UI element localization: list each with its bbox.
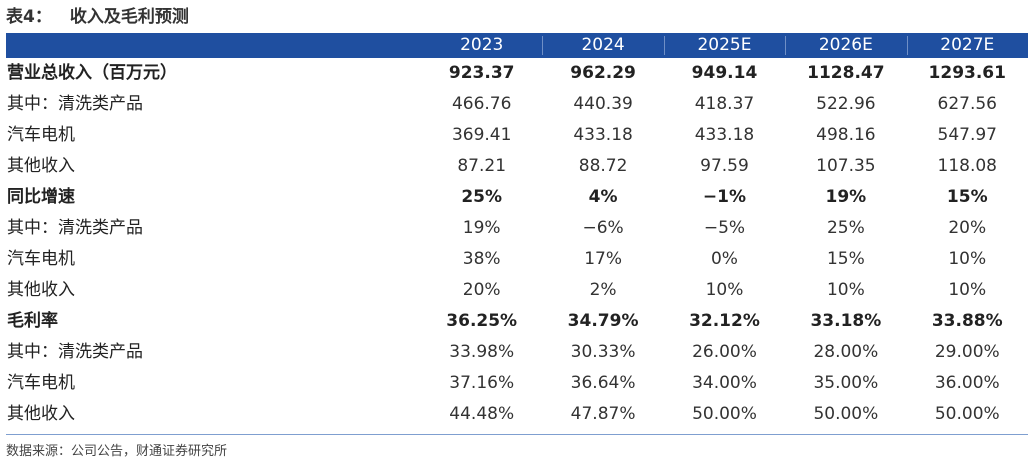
header-year-2023: 2023 bbox=[460, 35, 504, 55]
row-label: 其中：清洗类产品 bbox=[7, 218, 143, 238]
table-cell: −6% bbox=[582, 218, 624, 238]
row-label: 毛利率 bbox=[7, 311, 58, 331]
bottom-rule bbox=[6, 434, 1028, 435]
table-cell: 33.98% bbox=[449, 342, 515, 362]
row-label: 其他收入 bbox=[7, 404, 75, 424]
table-cell: 36.25% bbox=[446, 311, 518, 331]
header-label-cell bbox=[6, 33, 421, 58]
table-cell: 107.35 bbox=[816, 156, 876, 176]
table-cell: 19% bbox=[825, 187, 867, 207]
table-cell: 627.56 bbox=[937, 94, 997, 114]
table-cell: 35.00% bbox=[813, 373, 879, 393]
table-row: 营业总收入（百万元） 923.37 962.29 949.14 1128.47 1293.… bbox=[6, 58, 1028, 89]
data-source-note: 数据来源：公司公告，财通证券研究所 bbox=[6, 444, 228, 459]
row-label: 同比增速 bbox=[7, 187, 75, 207]
header-year-2025e: 2025E bbox=[663, 33, 785, 58]
table-title: 表4： 收入及毛利预测 bbox=[6, 4, 189, 30]
table-cell: 0% bbox=[710, 249, 738, 269]
table-cell: 118.08 bbox=[937, 156, 997, 176]
table-cell: 466.76 bbox=[451, 94, 512, 114]
table-row: 其中：清洗类产品 33.98% 30.33% 26.00% 28.00% 29.00% bbox=[6, 337, 1028, 368]
forecast-table: 2023 2024 2025E 2026E 2027E 营业总收入（百万元） 92… bbox=[6, 33, 1028, 430]
table-cell: 418.37 bbox=[694, 94, 755, 114]
table-cell: 36.00% bbox=[934, 373, 1000, 393]
table-cell: 20% bbox=[462, 280, 501, 300]
table-cell: 87.21 bbox=[457, 156, 507, 176]
row-label: 营业总收入（百万元） bbox=[7, 63, 177, 83]
table-cell: 34.79% bbox=[567, 311, 639, 331]
table-row: 汽车电机 37.16% 36.64% 34.00% 35.00% 36.00% bbox=[6, 368, 1028, 399]
table-cell: 19% bbox=[462, 218, 501, 238]
table-row: 毛利率 36.25% 34.79% 32.12% 33.18% 33.88% bbox=[6, 306, 1028, 337]
row-label: 其中：清洗类产品 bbox=[7, 342, 143, 362]
table-cell: 26.00% bbox=[692, 342, 757, 362]
table-cell: 37.16% bbox=[449, 373, 515, 393]
table-cell: 433.18 bbox=[694, 125, 755, 145]
table-cell: 33.88% bbox=[931, 311, 1003, 331]
table-row: 其他收入 20% 2% 10% 10% 10% bbox=[6, 275, 1028, 306]
table-cell: 547.97 bbox=[937, 125, 997, 145]
table-cell: 33.18% bbox=[810, 311, 882, 331]
table-cell: 923.37 bbox=[448, 63, 515, 83]
header-year-2027e: 2027E bbox=[906, 33, 1028, 58]
table-cell: 36.64% bbox=[570, 373, 636, 393]
table-title-text: 收入及毛利预测 bbox=[69, 7, 189, 27]
table-cell: 88.72 bbox=[578, 156, 628, 176]
table-cell: 25% bbox=[826, 218, 865, 238]
table-cell: 15% bbox=[826, 249, 865, 269]
table-cell: 50.00% bbox=[813, 404, 879, 424]
row-label: 汽车电机 bbox=[7, 373, 75, 393]
table-row: 汽车电机 38% 17% 0% 15% 10% bbox=[6, 244, 1028, 275]
table-row: 其他收入 44.48% 47.87% 50.00% 50.00% 50.00% bbox=[6, 399, 1028, 430]
table-cell: 433.18 bbox=[573, 125, 633, 145]
table-cell: 10% bbox=[826, 280, 865, 300]
table-cell: 44.48% bbox=[449, 404, 515, 424]
table-cell: 10% bbox=[705, 280, 744, 300]
row-label: 其中：清洗类产品 bbox=[7, 94, 143, 114]
table-cell: 50.00% bbox=[692, 404, 757, 424]
table-cell: 15% bbox=[946, 187, 988, 207]
table-cell: 34.00% bbox=[692, 373, 757, 393]
row-label: 其他收入 bbox=[7, 156, 75, 176]
table-cell: 28.00% bbox=[813, 342, 879, 362]
table-cell: 1293.61 bbox=[928, 63, 1006, 83]
row-label: 汽车电机 bbox=[7, 249, 75, 269]
table-cell: 1128.47 bbox=[807, 63, 885, 83]
table-cell: 29.00% bbox=[934, 342, 1000, 362]
table-cell: 2% bbox=[589, 280, 617, 300]
row-label: 汽车电机 bbox=[7, 125, 75, 145]
table-cell: 962.29 bbox=[570, 63, 636, 83]
table-cell: 25% bbox=[461, 187, 503, 207]
table-row: 其他收入 87.21 88.72 97.59 107.35 118.08 bbox=[6, 151, 1028, 182]
table-cell: −1% bbox=[702, 187, 747, 207]
table-cell: 522.96 bbox=[816, 94, 876, 114]
header-year-2024: 2024 bbox=[542, 33, 663, 58]
table-cell: 50.00% bbox=[934, 404, 1000, 424]
table-cell: 97.59 bbox=[700, 156, 749, 176]
row-label: 其他收入 bbox=[7, 280, 75, 300]
table-cell: 498.16 bbox=[816, 125, 876, 145]
table-row: 其中：清洗类产品 466.76 440.39 418.37 522.96 627.56 bbox=[6, 89, 1028, 120]
table-cell: 30.33% bbox=[570, 342, 636, 362]
table-cell: 369.41 bbox=[451, 125, 512, 145]
table-cell: 949.14 bbox=[691, 63, 758, 83]
table-cell: 10% bbox=[948, 249, 987, 269]
table-row: 其中：清洗类产品 19% −6% −5% 25% 20% bbox=[6, 213, 1028, 244]
table-cell: 4% bbox=[588, 187, 618, 207]
table-cell: 20% bbox=[948, 218, 987, 238]
table-cell: 440.39 bbox=[573, 94, 633, 114]
table-cell: 47.87% bbox=[570, 404, 636, 424]
table-row: 同比增速 25% 4% −1% 19% 15% bbox=[6, 182, 1028, 213]
table-body: 营业总收入（百万元） 923.37 962.29 949.14 1128.47 1293.… bbox=[6, 58, 1028, 430]
table-cell: −5% bbox=[703, 218, 746, 238]
table-cell: 17% bbox=[584, 249, 622, 269]
table-cell: 32.12% bbox=[689, 311, 760, 331]
table-row: 汽车电机 369.41 433.18 433.18 498.16 547.97 bbox=[6, 120, 1028, 151]
table-cell: 10% bbox=[948, 280, 987, 300]
table-number: 表4： bbox=[6, 7, 52, 27]
table-header-row: 2023 2024 2025E 2026E 2027E bbox=[6, 33, 1028, 58]
table-cell: 38% bbox=[462, 249, 501, 269]
header-year-2026e: 2026E bbox=[785, 33, 906, 58]
